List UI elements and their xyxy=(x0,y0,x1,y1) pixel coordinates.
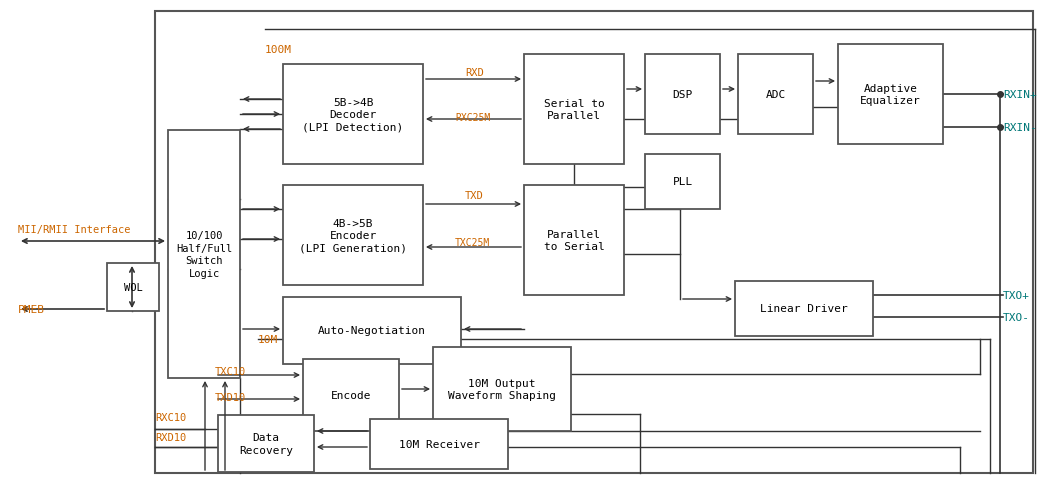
Text: RXD10: RXD10 xyxy=(155,432,187,442)
Bar xyxy=(645,55,720,135)
Bar xyxy=(283,297,461,364)
Text: TXO-: TXO- xyxy=(1003,312,1030,323)
Text: 4B->5B
Encoder
(LPI Generation): 4B->5B Encoder (LPI Generation) xyxy=(299,218,407,253)
Text: TXD10: TXD10 xyxy=(215,392,246,402)
Text: ADC: ADC xyxy=(765,90,786,100)
Text: Adaptive
Equalizer: Adaptive Equalizer xyxy=(860,83,921,106)
Text: Linear Driver: Linear Driver xyxy=(760,304,848,314)
Text: 10M Output
Waveform Shaping: 10M Output Waveform Shaping xyxy=(447,378,556,400)
Text: PLL: PLL xyxy=(673,177,693,187)
Text: RXC25M: RXC25M xyxy=(455,113,490,123)
Text: RXIN-: RXIN- xyxy=(1003,123,1036,133)
Bar xyxy=(838,45,943,145)
Text: DSP: DSP xyxy=(673,90,693,100)
Text: RXIN+: RXIN+ xyxy=(1003,90,1036,100)
Text: 10/100
Half/Full
Switch
Logic: 10/100 Half/Full Switch Logic xyxy=(176,231,232,278)
Bar xyxy=(107,264,159,311)
Text: TXD: TXD xyxy=(465,191,484,201)
Text: WOL: WOL xyxy=(124,283,143,292)
Text: 10M: 10M xyxy=(258,334,279,345)
Text: Parallel
to Serial: Parallel to Serial xyxy=(544,229,605,252)
Bar xyxy=(433,347,571,431)
Bar xyxy=(283,185,423,285)
Text: 10M Receiver: 10M Receiver xyxy=(398,439,480,449)
Text: Encode: Encode xyxy=(331,390,371,400)
Text: Data
Recovery: Data Recovery xyxy=(239,432,293,455)
Text: PMEB: PMEB xyxy=(18,305,45,314)
Text: Serial to
Parallel: Serial to Parallel xyxy=(544,99,605,121)
Text: RXC10: RXC10 xyxy=(155,412,187,422)
Bar xyxy=(370,419,508,469)
Bar xyxy=(524,185,624,295)
Bar xyxy=(218,415,314,472)
Bar xyxy=(524,55,624,164)
Text: 100M: 100M xyxy=(265,45,292,55)
Bar xyxy=(303,359,399,431)
Bar xyxy=(155,12,1033,473)
Bar xyxy=(738,55,813,135)
Text: MII/RMII Interface: MII/RMII Interface xyxy=(18,224,131,235)
Text: TXO+: TXO+ xyxy=(1003,290,1030,301)
Text: RXD: RXD xyxy=(465,68,484,78)
Text: Auto-Negotiation: Auto-Negotiation xyxy=(318,326,425,336)
Bar xyxy=(168,131,240,378)
Bar xyxy=(283,65,423,164)
Bar xyxy=(735,282,873,336)
Text: 5B->4B
Decoder
(LPI Detection): 5B->4B Decoder (LPI Detection) xyxy=(303,98,403,132)
Bar xyxy=(645,155,720,209)
Text: TXC25M: TXC25M xyxy=(455,238,490,247)
Text: TXC10: TXC10 xyxy=(215,366,246,376)
